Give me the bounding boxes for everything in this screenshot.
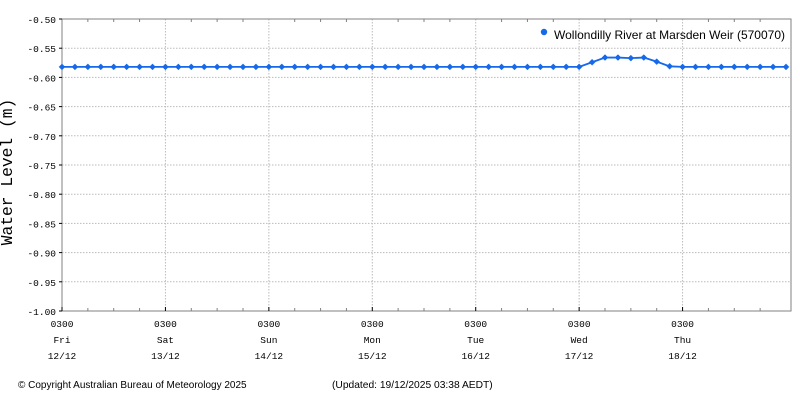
svg-text:-0.75: -0.75 xyxy=(27,161,56,172)
svg-text:Mon: Mon xyxy=(364,335,381,346)
svg-text:-0.95: -0.95 xyxy=(27,278,56,289)
svg-text:Tue: Tue xyxy=(467,335,484,346)
svg-text:-0.80: -0.80 xyxy=(27,190,56,201)
svg-text:17/12: 17/12 xyxy=(565,351,594,362)
svg-text:0300: 0300 xyxy=(464,319,487,330)
svg-text:14/12: 14/12 xyxy=(255,351,284,362)
svg-text:Wollondilly River at Marsden W: Wollondilly River at Marsden Weir (57007… xyxy=(554,28,785,42)
svg-text:-0.50: -0.50 xyxy=(27,15,56,26)
svg-text:0300: 0300 xyxy=(671,319,694,330)
svg-text:(Updated: 19/12/2025 03:38 AED: (Updated: 19/12/2025 03:38 AEDT) xyxy=(332,380,493,391)
svg-text:16/12: 16/12 xyxy=(461,351,490,362)
svg-text:18/12: 18/12 xyxy=(668,351,697,362)
svg-text:© Copyright Australian Bureau: © Copyright Australian Bureau of Meteoro… xyxy=(18,380,247,391)
svg-text:0300: 0300 xyxy=(51,319,74,330)
svg-text:0300: 0300 xyxy=(568,319,591,330)
svg-text:Wed: Wed xyxy=(571,335,588,346)
svg-text:Water Level (m): Water Level (m) xyxy=(0,99,17,246)
svg-text:Sun: Sun xyxy=(260,335,277,346)
svg-text:0300: 0300 xyxy=(257,319,280,330)
svg-text:-0.90: -0.90 xyxy=(27,249,56,260)
svg-text:Thu: Thu xyxy=(674,335,691,346)
svg-text:0300: 0300 xyxy=(361,319,384,330)
svg-text:15/12: 15/12 xyxy=(358,351,387,362)
svg-text:-0.65: -0.65 xyxy=(27,103,56,114)
svg-text:-0.55: -0.55 xyxy=(27,44,56,55)
svg-text:-0.70: -0.70 xyxy=(27,132,56,143)
svg-text:-0.60: -0.60 xyxy=(27,73,56,84)
svg-text:0300: 0300 xyxy=(154,319,177,330)
svg-text:-1.00: -1.00 xyxy=(27,307,56,318)
svg-text:12/12: 12/12 xyxy=(48,351,77,362)
svg-text:-0.85: -0.85 xyxy=(27,219,56,230)
svg-text:Fri: Fri xyxy=(53,335,70,346)
svg-text:Sat: Sat xyxy=(157,335,174,346)
svg-text:13/12: 13/12 xyxy=(151,351,180,362)
